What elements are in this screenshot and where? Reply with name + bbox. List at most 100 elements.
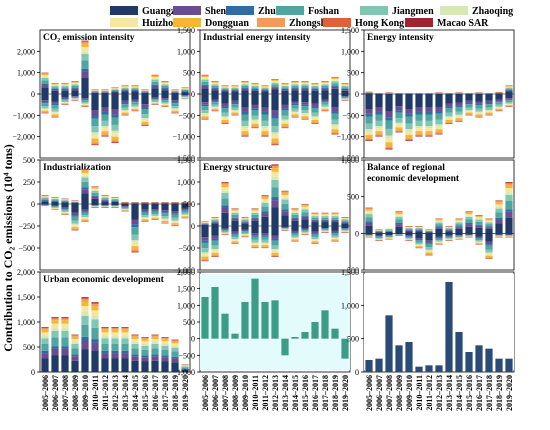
bar-segment [365, 109, 373, 114]
bar-segment [91, 327, 99, 340]
bar-segment [321, 220, 329, 223]
bar-segment [435, 240, 443, 242]
bar-segment [505, 104, 513, 106]
bar-segment [375, 107, 383, 112]
bar-segment [91, 115, 99, 119]
x-tick-label: 2012–2013 [271, 375, 280, 411]
bar-segment [81, 71, 89, 78]
panel-title: Industrial energy intensity [203, 33, 311, 43]
bar-segment [365, 217, 373, 222]
bar-segment [341, 96, 349, 97]
bar-segment [281, 104, 289, 109]
bar-segment [171, 347, 179, 352]
bar-segment [61, 211, 69, 213]
x-tick-label: 2014–2015 [291, 375, 300, 411]
bar-segment [241, 218, 249, 219]
bar-segment [331, 132, 339, 134]
bar-segment [141, 125, 149, 126]
bar-segment [261, 197, 269, 199]
bar-segment [251, 88, 259, 90]
bar-segment [51, 346, 59, 349]
bar-segment [475, 241, 483, 243]
bar-segment [41, 94, 49, 101]
bar-segment [505, 182, 513, 184]
bar-segment [321, 228, 329, 229]
bar-segment [81, 204, 89, 210]
bar-segment [251, 126, 259, 128]
bar-segment [141, 104, 149, 108]
y-tick-label: 500 [23, 156, 35, 165]
bar-segment [271, 82, 279, 83]
bar-segment [465, 107, 473, 110]
bar-segment [131, 104, 139, 107]
bar-segment [81, 104, 89, 106]
bar-segment [475, 94, 483, 102]
bar-segment [271, 176, 279, 180]
bar-segment [495, 208, 503, 213]
bar-segment [71, 225, 79, 227]
bar-segment [251, 83, 259, 85]
bar-segment [475, 215, 483, 217]
bar-segment [495, 107, 503, 109]
bar-segment [141, 215, 149, 218]
bar-segment [281, 88, 289, 90]
bar-segment [425, 254, 433, 255]
bar-segment [395, 219, 403, 223]
panel-title: Urban economic development [43, 275, 165, 285]
bar-segment [291, 226, 299, 231]
bar [415, 366, 423, 372]
y-tick-label: 0 [191, 335, 195, 344]
bar-segment [141, 338, 149, 340]
bar-segment [71, 343, 79, 349]
bar-segment [151, 81, 159, 85]
bar-segment [81, 43, 89, 48]
bar-segment [405, 228, 413, 230]
bar-segment [221, 212, 229, 226]
bar-segment [51, 207, 59, 208]
bar-segment [465, 215, 473, 217]
bar-segment [331, 220, 339, 223]
bar-segment [171, 92, 179, 93]
bar-segment [465, 233, 473, 235]
bar-segment [475, 108, 483, 112]
bar-segment [271, 94, 279, 111]
bar-segment [41, 73, 49, 74]
bar-segment [201, 102, 209, 105]
bar-segment [41, 80, 49, 84]
bar-segment [51, 204, 59, 206]
bar-segment [111, 332, 119, 336]
bar-segment [81, 187, 89, 190]
bar-segment [181, 209, 189, 211]
bar-segment [71, 87, 79, 89]
bar-segment [281, 84, 289, 86]
bar-segment [151, 354, 159, 357]
bar-segment [41, 329, 49, 333]
bar-segment [81, 315, 89, 325]
bar-segment [61, 348, 69, 356]
bar-segment [81, 177, 89, 182]
bar-segment [121, 91, 129, 94]
bar-segment [61, 210, 69, 212]
x-tick-label: 2018–2019 [495, 375, 504, 411]
bar-segment [331, 83, 339, 86]
bar [445, 282, 453, 372]
bar-segment [91, 143, 99, 145]
bar-segment [91, 316, 99, 320]
bar [375, 358, 383, 372]
bar-segment [141, 218, 149, 220]
bar-segment [271, 255, 279, 257]
bar-segment [201, 78, 209, 80]
bar-segment [251, 218, 259, 221]
bar-segment [375, 233, 383, 236]
bar-segment [201, 75, 209, 76]
bar-segment [341, 228, 349, 229]
bar-segment [251, 210, 259, 212]
x-tick-label: 2010–2011 [91, 375, 100, 411]
bar-segment [395, 122, 403, 125]
bar-segment [331, 81, 339, 84]
y-tick-label: 1,000 [177, 301, 195, 310]
bar-segment [301, 113, 309, 115]
bar-segment [111, 358, 119, 372]
bar-segment [231, 114, 239, 115]
